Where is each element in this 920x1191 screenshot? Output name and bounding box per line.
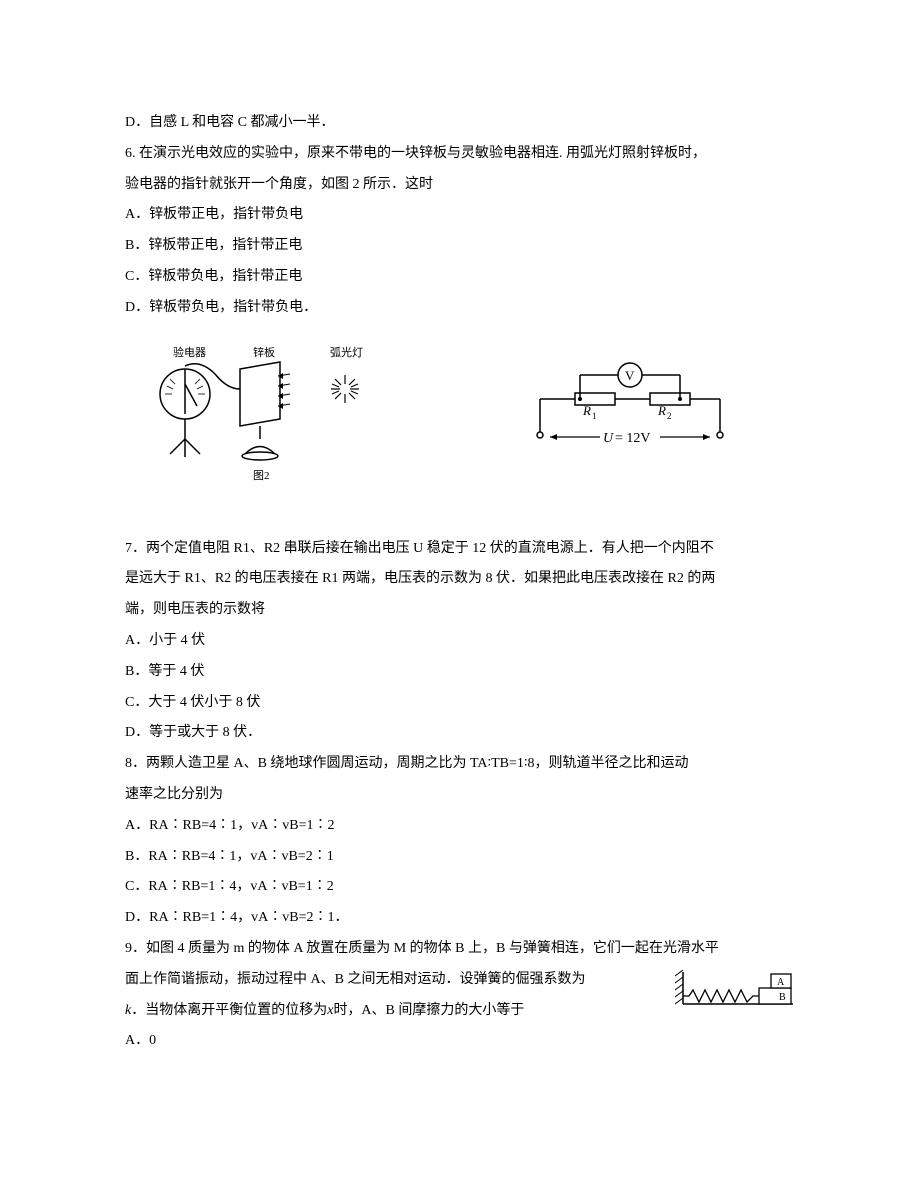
svg-text:R: R xyxy=(657,403,666,418)
q8-stem-line2: 速率之比分别为 xyxy=(125,780,795,811)
svg-text:U: U xyxy=(603,431,614,446)
q9-stem3b: 时，A、B 间摩擦力的大小等于 xyxy=(333,1003,524,1018)
q6-option-d: D．锌板带负电，指针带负电． xyxy=(125,293,795,324)
q9-option-a: A．0 xyxy=(125,1026,795,1057)
circuit-diagram: V R 1 R 2 xyxy=(525,357,735,467)
q7-stem-line2: 是远大于 R1、R2 的电压表接在 R1 两端，电压表的示数为 8 伏．如果把此… xyxy=(125,564,795,595)
svg-text:B: B xyxy=(779,992,786,1003)
q9-stem3a: ．当物体离开平衡位置的位移为 xyxy=(131,1003,327,1018)
svg-text:2: 2 xyxy=(667,411,672,421)
q7-option-a: A．小于 4 伏 xyxy=(125,626,795,657)
svg-text:A: A xyxy=(777,977,785,988)
q7-stem-line3: 端，则电压表的示数将 xyxy=(125,595,795,626)
q8-option-d: D．RA∶RB=1∶4，vA∶vB=2∶1． xyxy=(125,903,795,934)
svg-text:R: R xyxy=(582,403,591,418)
figure-circuit: V R 1 R 2 xyxy=(525,357,775,480)
q8-option-a: A．RA∶RB=4∶1，vA∶vB=1∶2 xyxy=(125,811,795,842)
svg-text:= 12V: = 12V xyxy=(615,431,651,446)
svg-text:1: 1 xyxy=(592,411,597,421)
photoelectric-diagram: 验电器 锌板 弧光灯 xyxy=(145,344,385,494)
q9-stem-line1: 9．如图 4 质量为 m 的物体 A 放置在质量为 M 的物体 B 上，B 与弹… xyxy=(125,934,795,965)
q6-stem-line2: 验电器的指针就张开一个角度，如图 2 所示．这时 xyxy=(125,170,795,201)
q6-option-a: A．锌板带正电，指针带负电 xyxy=(125,200,795,231)
q9-figure-spring-blocks: B A xyxy=(675,970,795,1021)
q7-stem-line1: 7．两个定值电阻 R1、R2 串联后接在输出电压 U 稳定于 12 伏的直流电源… xyxy=(125,534,795,565)
zinc-label: 锌板 xyxy=(253,345,275,359)
q8-stem-line1: 8．两颗人造卫星 A、B 绕地球作圆周运动，周期之比为 TA∶TB=1∶8，则轨… xyxy=(125,749,795,780)
q6-stem-line1: 6. 在演示光电效应的实验中，原来不带电的一块锌板与灵敏验电器相连. 用弧光灯照… xyxy=(125,139,795,170)
arc-label: 弧光灯 xyxy=(330,345,363,359)
figure-2-photoelectric: 验电器 锌板 弧光灯 xyxy=(145,344,385,494)
q5-option-d: D．自感 L 和电容 C 都减小一半． xyxy=(125,108,795,139)
q8-option-c: C．RA∶RB=1∶4，vA∶vB=1∶2 xyxy=(125,872,795,903)
q6-option-c: C．锌板带负电，指针带正电 xyxy=(125,262,795,293)
voltmeter-label: V xyxy=(625,368,635,383)
figure-2-caption: 图2 xyxy=(253,469,270,482)
q8-option-b: B．RA∶RB=4∶1，vA∶vB=2∶1 xyxy=(125,842,795,873)
q7-option-d: D．等于或大于 8 伏． xyxy=(125,718,795,749)
q7-option-c: C．大于 4 伏小于 8 伏 xyxy=(125,688,795,719)
q6-option-b: B．锌板带正电，指针带正电 xyxy=(125,231,795,262)
q7-option-b: B．等于 4 伏 xyxy=(125,657,795,688)
detector-label: 验电器 xyxy=(173,345,206,359)
figures-row: 验电器 锌板 弧光灯 xyxy=(125,344,795,494)
